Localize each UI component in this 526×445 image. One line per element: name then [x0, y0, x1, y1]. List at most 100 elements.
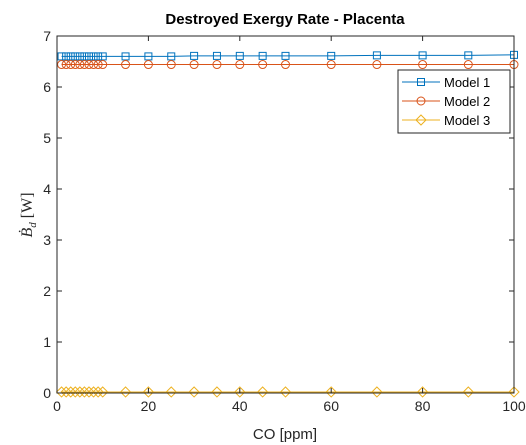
series-3-point — [371, 386, 383, 398]
x-tick-label: 60 — [323, 398, 339, 414]
series-1-point — [80, 52, 89, 61]
series-3-point — [60, 386, 72, 398]
x-tick-label: 80 — [415, 398, 431, 414]
series-3-point — [165, 386, 177, 398]
y-tick-label: 7 — [43, 28, 51, 44]
legend-label: Model 3 — [444, 113, 490, 128]
legend-marker — [415, 114, 427, 126]
x-tick-label: 40 — [232, 398, 248, 414]
series-2-point — [61, 60, 71, 70]
y-axis-label-subscript: d — [27, 222, 39, 228]
series-1-point — [98, 52, 107, 61]
series-3-point — [83, 386, 95, 398]
series-1 — [57, 50, 518, 61]
series-2-point — [121, 60, 131, 70]
legend-marker — [417, 78, 425, 86]
legend-label: Model 2 — [444, 94, 490, 109]
axes-box — [56, 35, 515, 394]
series-3-point — [508, 386, 520, 398]
series-2-point — [281, 60, 290, 70]
series-3-point — [462, 386, 475, 398]
x-tick-label: 20 — [141, 398, 157, 414]
series-1-point — [212, 51, 221, 60]
y-tick-label: 4 — [43, 181, 51, 197]
series-2-point — [418, 60, 428, 70]
series-3-point — [256, 386, 269, 398]
legend-marker — [416, 96, 426, 106]
y-tick-label: 3 — [43, 232, 51, 248]
series-1-point — [327, 51, 336, 60]
y-tick-label: 1 — [43, 334, 51, 350]
series-2-point — [79, 60, 89, 70]
series-1-point — [89, 52, 98, 61]
legend-entry-3: Model 3 — [402, 113, 490, 128]
series-3-point — [74, 386, 86, 398]
series-3-point — [69, 386, 81, 398]
x-tick-label: 100 — [502, 398, 526, 414]
series-2-point — [463, 60, 473, 70]
series-2-point — [189, 60, 199, 70]
series-3-point — [55, 386, 68, 398]
legend-entry-1: Model 1 — [402, 75, 490, 90]
axes: 0 20 40 60 80 100 0 1 2 3 4 5 6 7 — [43, 28, 526, 414]
y-axis-label: Ḃd [W] — [18, 192, 39, 237]
legend: Model 1 Model 2 Model 3 — [397, 69, 511, 134]
series-3-point — [416, 386, 429, 398]
series-3-point — [211, 386, 223, 398]
series-1-point — [258, 51, 267, 60]
series-1-point — [66, 52, 75, 61]
series-3-point — [96, 386, 109, 398]
series-2-point — [84, 60, 94, 70]
x-tick-label: 0 — [53, 398, 61, 414]
legend-entry-2: Model 2 — [402, 94, 490, 109]
series-2-point — [166, 60, 176, 70]
y-axis-label-symbol: Ḃ — [18, 228, 36, 238]
series-1-point — [71, 52, 80, 61]
y-tick-label: 5 — [43, 130, 51, 146]
series-2-point — [258, 60, 268, 70]
series-3-point — [279, 386, 292, 398]
series-1-point — [94, 52, 103, 61]
series-2-point — [326, 60, 336, 70]
svg-text:Ḃd[W]: Ḃd [W] — [18, 192, 39, 237]
series-1-point — [372, 51, 381, 60]
series-2 — [57, 60, 519, 70]
series-1-point — [167, 52, 176, 61]
series-2-point — [212, 60, 222, 70]
series-3-point — [78, 386, 91, 398]
y-tick-label: 6 — [43, 79, 51, 95]
series-2-point — [70, 60, 80, 70]
legend-label: Model 1 — [444, 75, 490, 90]
series-1-point — [84, 52, 93, 61]
series-3-point — [142, 386, 155, 398]
series-3-point — [92, 386, 104, 398]
series-1-point — [121, 52, 130, 61]
series-1-point — [57, 52, 66, 61]
series-2-point — [66, 60, 76, 70]
series-2-point — [93, 60, 103, 70]
series-1-point — [418, 51, 427, 60]
series-1-point — [281, 51, 290, 60]
series-2-point — [75, 60, 85, 70]
series-2-point — [143, 60, 153, 70]
series-3-point — [65, 386, 77, 398]
series-2-point — [57, 60, 67, 70]
y-tick-label: 2 — [43, 283, 51, 299]
series-1-point — [464, 51, 473, 60]
chart-title: Destroyed Exergy Rate - Placenta — [165, 11, 405, 28]
y-tick-label: 0 — [43, 385, 51, 401]
series-3-point — [234, 386, 246, 398]
series-1-point — [62, 52, 71, 61]
series-1-point — [235, 51, 244, 60]
series-3-point — [325, 386, 337, 398]
y-axis-label-unit: [W] — [19, 192, 36, 218]
series-marks — [55, 50, 520, 398]
series-2-point — [98, 60, 108, 70]
series-3-point — [188, 386, 200, 398]
series-1-point — [144, 52, 153, 61]
series-3-point — [119, 386, 132, 398]
series-1-point — [75, 52, 84, 61]
series-2-point — [235, 60, 245, 70]
series-3-point — [87, 386, 100, 398]
